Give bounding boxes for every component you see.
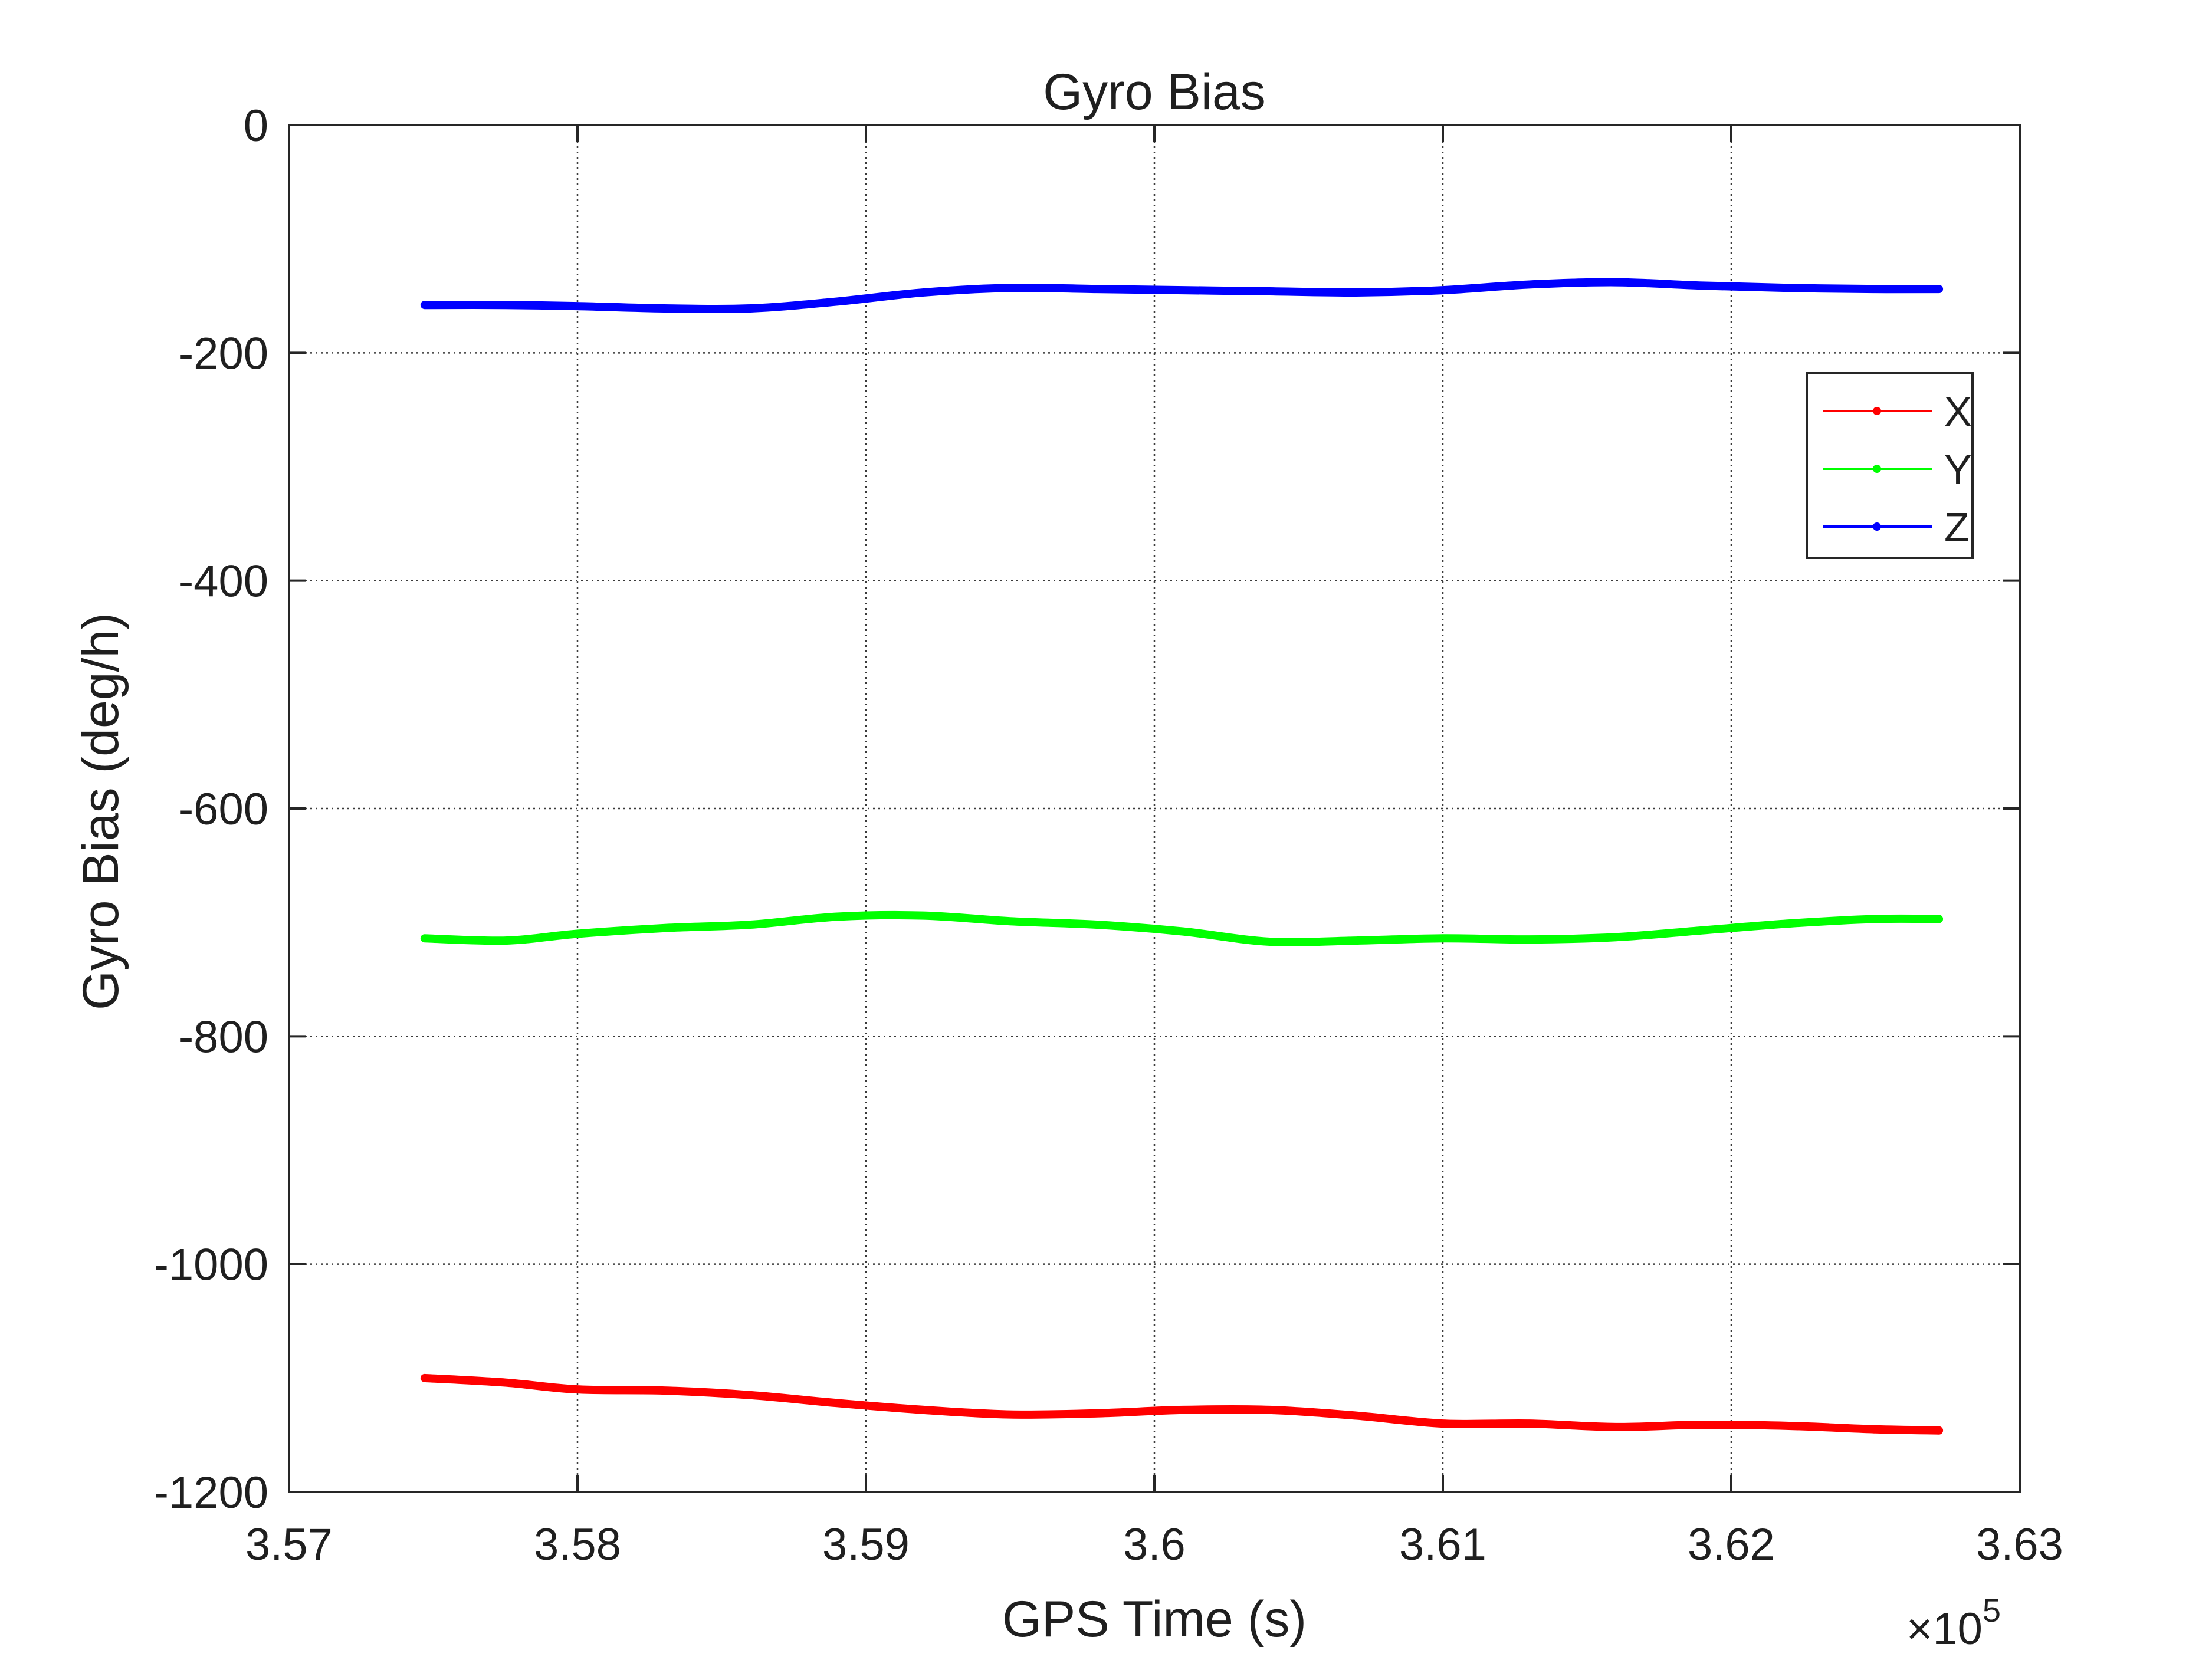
series-line-z — [420, 278, 1944, 314]
chart-title: Gyro Bias — [1043, 64, 1266, 120]
legend-item-x[interactable]: X — [1823, 389, 1972, 435]
series-layer — [420, 278, 1944, 1435]
x-axis-exponent: ×105 — [1906, 1592, 2001, 1654]
legend-item-z[interactable]: Z — [1823, 504, 1970, 550]
x-tick-label: 3.62 — [1688, 1520, 1775, 1570]
y-tick-label: -400 — [179, 557, 268, 607]
y-tick-label: -200 — [179, 328, 268, 379]
legend-item-y[interactable]: Y — [1823, 446, 1972, 492]
legend-marker-dot — [1873, 407, 1881, 415]
x-tick-label: 3.63 — [1976, 1520, 2063, 1570]
legend-label: Y — [1944, 446, 1972, 492]
x-tick-label: 3.58 — [534, 1520, 621, 1570]
legend[interactable]: XYZ — [1806, 372, 1974, 559]
y-tick-label: -800 — [179, 1012, 268, 1062]
legend-marker-dot — [1873, 522, 1881, 531]
x-tick-label: 3.61 — [1399, 1520, 1486, 1570]
legend-label: Z — [1944, 504, 1970, 550]
series-line-y — [420, 910, 1944, 946]
legend-marker-dot — [1873, 465, 1881, 473]
y-tick-label: 0 — [244, 101, 268, 151]
x-axis-exponent-base: ×10 — [1906, 1604, 1983, 1654]
y-tick-label: -600 — [179, 784, 268, 834]
series-line-x — [420, 1373, 1944, 1435]
x-axis-exponent-power: 5 — [1983, 1592, 2001, 1629]
x-tick-label: 3.59 — [822, 1520, 910, 1570]
y-tick-label: -1000 — [154, 1240, 268, 1290]
ticks: 3.57 3.58 3.59 3.6 3.61 3.62 3.63 0 -200 -400 -600… — [154, 101, 2063, 1570]
x-tick-label: 3.6 — [1123, 1520, 1186, 1570]
y-tick-label: -1200 — [154, 1468, 268, 1518]
legend-label: X — [1944, 389, 1972, 435]
y-axis-label: Gyro Bias (deg/h) — [73, 613, 129, 1010]
x-axis-label: GPS Time (s) — [1002, 1591, 1307, 1648]
x-tick-label: 3.57 — [245, 1520, 333, 1570]
